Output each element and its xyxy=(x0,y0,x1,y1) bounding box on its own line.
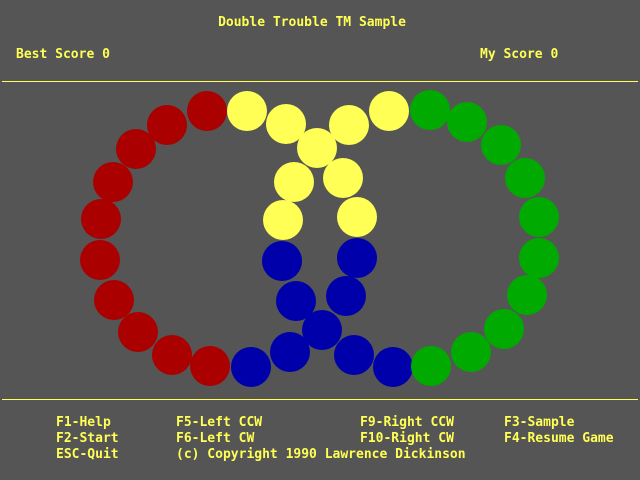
yellow-ball xyxy=(337,197,377,237)
red-ball xyxy=(152,335,192,375)
red-ball xyxy=(116,129,156,169)
green-ball xyxy=(481,125,521,165)
red-ball xyxy=(80,240,120,280)
right-cw-key[interactable]: F10-Right CW xyxy=(360,431,454,446)
red-ball xyxy=(94,280,134,320)
green-ball xyxy=(519,197,559,237)
best-score: Best Score 0 xyxy=(16,47,110,62)
yellow-ball xyxy=(266,104,306,144)
quit-key[interactable]: ESC-Quit xyxy=(56,447,119,462)
game-board[interactable] xyxy=(0,82,640,399)
yellow-ball xyxy=(369,91,409,131)
yellow-ball xyxy=(323,158,363,198)
green-ball xyxy=(505,158,545,198)
blue-ball xyxy=(270,332,310,372)
footer-divider xyxy=(2,399,638,400)
red-ball xyxy=(81,199,121,239)
start-key[interactable]: F2-Start xyxy=(56,431,119,446)
my-score: My Score 0 xyxy=(480,47,559,62)
blue-ball xyxy=(373,347,413,387)
blue-ball xyxy=(262,241,302,281)
red-ball xyxy=(187,91,227,131)
yellow-ball xyxy=(329,105,369,145)
blue-ball xyxy=(337,238,377,278)
red-ball xyxy=(93,162,133,202)
resume-key[interactable]: F4-Resume Game xyxy=(504,431,614,446)
copyright-text: (c) Copyright 1990 Lawrence Dickinson xyxy=(176,447,466,462)
green-ball xyxy=(451,332,491,372)
red-ball xyxy=(147,105,187,145)
blue-ball xyxy=(326,276,366,316)
green-ball xyxy=(411,346,451,386)
blue-ball xyxy=(276,281,316,321)
green-ball xyxy=(507,275,547,315)
help-key[interactable]: F1-Help xyxy=(56,415,111,430)
header-divider xyxy=(2,81,638,82)
sample-key[interactable]: F3-Sample xyxy=(504,415,575,430)
left-cw-key[interactable]: F6-Left CW xyxy=(176,431,255,446)
yellow-ball xyxy=(297,128,337,168)
game-title: Double Trouble TM Sample xyxy=(218,15,406,30)
right-ccw-key[interactable]: F9-Right CCW xyxy=(360,415,454,430)
yellow-ball xyxy=(274,162,314,202)
blue-ball xyxy=(231,347,271,387)
blue-ball xyxy=(302,310,342,350)
yellow-ball xyxy=(227,91,267,131)
green-ball xyxy=(410,90,450,130)
blue-ball xyxy=(334,335,374,375)
green-ball xyxy=(484,309,524,349)
green-ball xyxy=(447,102,487,142)
red-ball xyxy=(190,346,230,386)
red-ball xyxy=(118,312,158,352)
yellow-ball xyxy=(263,200,303,240)
green-ball xyxy=(519,238,559,278)
left-ccw-key[interactable]: F5-Left CCW xyxy=(176,415,263,430)
